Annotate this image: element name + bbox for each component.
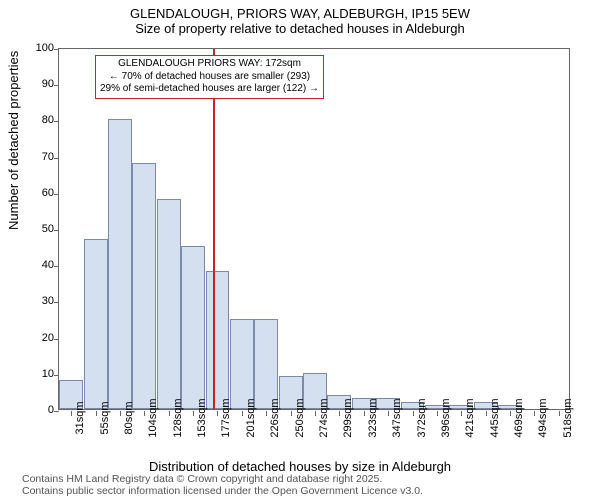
xtick-mark [388,411,389,416]
ytick-mark [54,85,59,86]
histogram-bar [84,239,108,409]
xtick-label: 469sqm [513,398,525,437]
ytick-label: 0 [14,404,54,416]
xtick-mark [120,411,121,416]
xtick-label: 396sqm [440,398,452,437]
chart-plot-area: GLENDALOUGH PRIORS WAY: 172sqm← 70% of d… [58,48,570,410]
ytick-mark [54,339,59,340]
xtick-mark [193,411,194,416]
xtick-mark [242,411,243,416]
xtick-label: 153sqm [196,398,208,437]
xtick-mark [559,411,560,416]
xtick-label: 226sqm [269,398,281,437]
ytick-label: 30 [14,295,54,307]
footnote-line2: Contains public sector information licen… [22,485,423,498]
annotation-box: GLENDALOUGH PRIORS WAY: 172sqm← 70% of d… [95,55,324,99]
ytick-mark [54,266,59,267]
footnote: Contains HM Land Registry data © Crown c… [22,473,423,498]
histogram-bar [254,319,278,410]
xtick-mark [266,411,267,416]
xtick-label: 518sqm [562,398,574,437]
xtick-mark [71,411,72,416]
title-sub: Size of property relative to detached ho… [0,21,600,36]
ytick-label: 10 [14,368,54,380]
xtick-label: 274sqm [318,398,330,437]
annotation-line1: GLENDALOUGH PRIORS WAY: 172sqm [100,58,319,71]
ytick-label: 50 [14,223,54,235]
xtick-mark [291,411,292,416]
xtick-label: 31sqm [74,401,86,434]
ytick-mark [54,121,59,122]
ytick-label: 60 [14,187,54,199]
histogram-bar [206,271,230,409]
xtick-mark [510,411,511,416]
ytick-mark [54,375,59,376]
ytick-label: 90 [14,78,54,90]
xtick-label: 177sqm [220,398,232,437]
x-axis-label: Distribution of detached houses by size … [0,459,600,474]
xtick-label: 104sqm [147,398,159,437]
histogram-bar [230,319,254,410]
xtick-mark [217,411,218,416]
xtick-label: 494sqm [537,398,549,437]
xtick-mark [339,411,340,416]
xtick-mark [364,411,365,416]
ytick-mark [54,158,59,159]
ytick-label: 80 [14,114,54,126]
xtick-label: 372sqm [416,398,428,437]
xtick-mark [315,411,316,416]
xtick-label: 347sqm [391,398,403,437]
xtick-label: 55sqm [99,401,111,434]
annotation-line2: ← 70% of detached houses are smaller (29… [100,71,319,84]
ytick-mark [54,194,59,195]
ytick-label: 100 [14,42,54,54]
xtick-label: 445sqm [489,398,501,437]
xtick-label: 201sqm [245,398,257,437]
histogram-bar [157,199,181,409]
histogram-bar [108,119,132,409]
xtick-mark [534,411,535,416]
ytick-mark [54,49,59,50]
xtick-mark [413,411,414,416]
annotation-line3: 29% of semi-detached houses are larger (… [100,83,319,96]
histogram-bar [181,246,205,409]
xtick-mark [169,411,170,416]
xtick-mark [144,411,145,416]
xtick-label: 128sqm [172,398,184,437]
xtick-label: 80sqm [123,401,135,434]
xtick-label: 250sqm [294,398,306,437]
xtick-mark [486,411,487,416]
ytick-label: 70 [14,151,54,163]
ytick-label: 40 [14,259,54,271]
xtick-label: 323sqm [367,398,379,437]
title-main: GLENDALOUGH, PRIORS WAY, ALDEBURGH, IP15… [0,0,600,21]
xtick-label: 299sqm [342,398,354,437]
ytick-label: 20 [14,332,54,344]
xtick-mark [96,411,97,416]
xtick-label: 421sqm [464,398,476,437]
property-marker-line [213,49,215,409]
ytick-mark [54,230,59,231]
ytick-mark [54,411,59,412]
xtick-mark [437,411,438,416]
histogram-bar [132,163,156,409]
ytick-mark [54,302,59,303]
xtick-mark [461,411,462,416]
footnote-line1: Contains HM Land Registry data © Crown c… [22,473,423,486]
